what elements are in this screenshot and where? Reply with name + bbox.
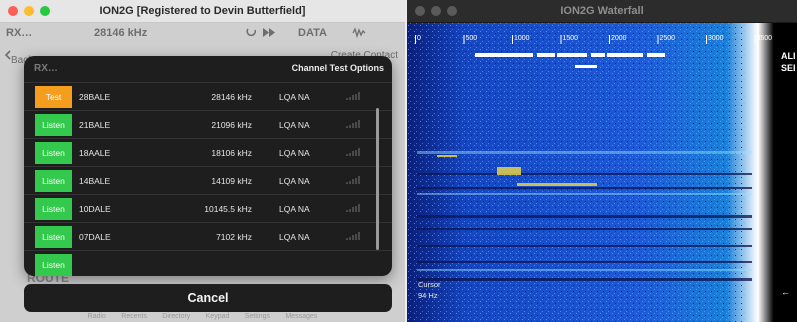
waterfall-display[interactable]: 0 500 1000 1500 2000 2500 3000 3500 Cursor 94 H… <box>407 23 797 322</box>
channel-row[interactable]: Listen <box>24 250 392 276</box>
channel-test-dialog: RX… Channel Test Options Test 28BALE 28146… <box>24 56 392 276</box>
waterfall-spectrogram <box>407 23 797 322</box>
scale-label: 2500 <box>659 35 676 42</box>
signal-strength-icon <box>346 148 360 156</box>
close-window-button[interactable] <box>8 6 18 16</box>
scale-label: 1500 <box>562 35 579 42</box>
scale-label: 500 <box>465 35 478 42</box>
scale-label: 0 <box>417 35 421 42</box>
channel-lqa: LQA NA <box>279 203 310 214</box>
scale-label: 2000 <box>611 35 627 42</box>
tab-messages[interactable]: Messages <box>285 312 318 320</box>
channel-name: 21BALE <box>79 119 111 130</box>
signal-strength-icon <box>346 120 360 128</box>
side-text-1: ALI <box>781 51 796 61</box>
back-button[interactable]: Back <box>4 50 33 66</box>
minimize-window-button[interactable] <box>431 6 441 16</box>
rx-indicator: RX… <box>6 27 33 39</box>
dialog-title: Channel Test Options <box>291 63 384 73</box>
channel-lqa: LQA NA <box>279 119 310 130</box>
scale-tick <box>657 35 659 44</box>
channel-row[interactable]: Test 28BALE 28146 kHz LQA NA <box>24 82 392 110</box>
channel-row[interactable]: Listen 10DALE 10145.5 kHz LQA NA <box>24 194 392 222</box>
nav-row: Back Create Contact <box>0 45 405 66</box>
channel-lqa: LQA NA <box>279 91 310 102</box>
scale-tick <box>706 35 707 44</box>
transport-icons[interactable] <box>246 27 282 41</box>
tab-directory[interactable]: Directory <box>162 312 191 320</box>
minimize-window-button[interactable] <box>24 6 34 16</box>
scale-tick <box>512 35 513 44</box>
waveform-icon[interactable] <box>352 27 366 41</box>
close-window-button[interactable] <box>415 6 425 16</box>
status-row: RX… 28146 kHz DATA <box>0 23 405 45</box>
channel-row[interactable]: Listen 14BALE 14109 kHz LQA NA <box>24 166 392 194</box>
tab-recents[interactable]: Recents <box>121 312 147 320</box>
zoom-window-button[interactable] <box>447 6 457 16</box>
waterfall-title-bar[interactable]: ION2G Waterfall <box>407 0 797 23</box>
channel-list[interactable]: Test 28BALE 28146 kHz LQA NA Listen 21BALE 210… <box>24 82 392 276</box>
signal-strength-icon <box>346 176 360 184</box>
channel-row[interactable]: Listen 21BALE 21096 kHz LQA NA <box>24 110 392 138</box>
dialog-header: RX… Channel Test Options <box>24 56 392 82</box>
channel-name: 10DALE <box>79 203 111 214</box>
window-title: ION2G Waterfall <box>560 5 644 17</box>
scale-label: 1000 <box>514 35 530 42</box>
channel-lqa: LQA NA <box>279 231 310 242</box>
current-frequency: 28146 kHz <box>94 27 148 39</box>
scale-tick <box>609 35 610 44</box>
waterfall-window: ION2G Waterfall <box>407 0 797 322</box>
dialog-rx-label: RX… <box>34 63 58 74</box>
channel-name: 14BALE <box>79 175 111 186</box>
tab-radio[interactable]: Radio <box>87 312 106 320</box>
cursor-value: 94 Hz <box>418 291 438 300</box>
test-button[interactable]: Test <box>35 85 72 108</box>
channel-frequency: 7102 kHz <box>216 231 252 242</box>
scale-tick <box>463 35 465 44</box>
channel-frequency: 28146 kHz <box>211 91 252 102</box>
channel-list-scrollbar[interactable] <box>376 108 379 250</box>
listen-button[interactable]: Listen <box>35 169 72 192</box>
channel-frequency: 21096 kHz <box>211 119 252 130</box>
side-text-2: SEI <box>781 63 796 73</box>
signal-strength-icon <box>346 92 360 100</box>
mode-label[interactable]: DATA <box>298 27 327 39</box>
cancel-button[interactable]: Cancel <box>24 284 392 312</box>
channel-row[interactable]: Listen 07DALE 7102 kHz LQA NA <box>24 222 392 250</box>
channel-name: 07DALE <box>79 231 111 242</box>
channel-lqa: LQA NA <box>279 147 310 158</box>
tab-settings[interactable]: Settings <box>244 312 271 320</box>
listen-button[interactable]: Listen <box>35 225 72 248</box>
scale-tick <box>560 35 562 44</box>
tab-keypad[interactable]: Keypad <box>205 312 230 320</box>
signal-strength-icon <box>346 232 360 240</box>
scale-tick <box>754 35 756 44</box>
channel-frequency: 14109 kHz <box>211 175 252 186</box>
ion2g-main-window: ION2G [Registered to Devin Butterfield] … <box>0 0 405 322</box>
scale-label: 3500 <box>756 35 773 42</box>
tab-bar: Radio Recents Directory Keypad Settings … <box>0 310 405 322</box>
channel-frequency: 10145.5 kHz <box>204 203 252 214</box>
scale-label: 3000 <box>708 35 724 42</box>
window-title: ION2G [Registered to Devin Butterfield] <box>99 5 306 17</box>
listen-button[interactable]: Listen <box>35 197 72 220</box>
play-forward-icon <box>246 28 275 37</box>
chevron-left-icon <box>4 50 11 60</box>
listen-button[interactable]: Listen <box>35 141 72 164</box>
create-contact-button[interactable]: Create Contact <box>331 50 398 61</box>
cursor-label: Cursor <box>418 280 441 289</box>
scale-tick <box>415 35 416 44</box>
side-arrow-icon[interactable]: ← <box>781 287 790 297</box>
channel-frequency: 18106 kHz <box>211 147 252 158</box>
channel-lqa: LQA NA <box>279 175 310 186</box>
title-bar[interactable]: ION2G [Registered to Devin Butterfield] <box>0 0 405 23</box>
channel-name: 28BALE <box>79 91 111 102</box>
zoom-window-button[interactable] <box>40 6 50 16</box>
listen-button[interactable]: Listen <box>35 113 72 136</box>
signal-strength-icon <box>346 204 360 212</box>
channel-name: 18AALE <box>79 147 111 158</box>
channel-row[interactable]: Listen 18AALE 18106 kHz LQA NA <box>24 138 392 166</box>
listen-button[interactable]: Listen <box>35 253 72 276</box>
